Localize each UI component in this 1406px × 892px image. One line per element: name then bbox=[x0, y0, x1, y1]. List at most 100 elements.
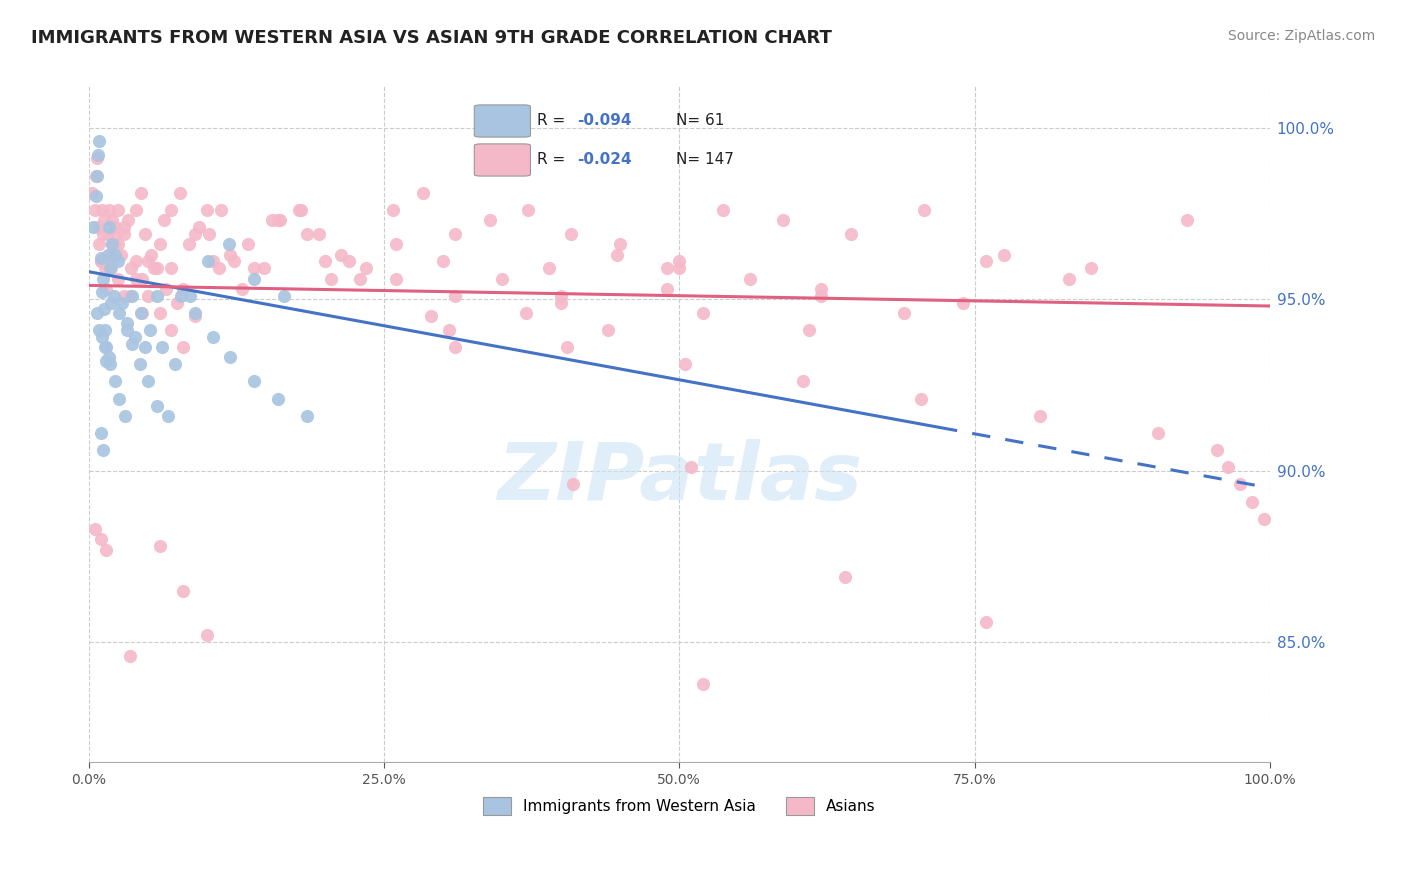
Point bbox=[129, 306, 152, 320]
Point bbox=[444, 289, 467, 303]
Point bbox=[491, 271, 513, 285]
Point bbox=[195, 628, 218, 642]
Point bbox=[101, 254, 124, 268]
Point bbox=[1080, 261, 1102, 276]
Point bbox=[555, 340, 578, 354]
Point bbox=[1229, 477, 1251, 491]
Point bbox=[550, 295, 572, 310]
Point bbox=[385, 237, 408, 252]
Point bbox=[1057, 271, 1080, 285]
Point bbox=[172, 583, 194, 598]
Text: Source: ZipAtlas.com: Source: ZipAtlas.com bbox=[1227, 29, 1375, 43]
Point bbox=[96, 254, 118, 268]
Point bbox=[134, 340, 156, 354]
Point bbox=[90, 202, 112, 217]
Point bbox=[146, 289, 169, 303]
Point bbox=[290, 202, 312, 217]
Point bbox=[337, 254, 360, 268]
Point bbox=[187, 220, 209, 235]
Point bbox=[222, 254, 245, 268]
Point bbox=[267, 392, 290, 406]
Point bbox=[834, 570, 856, 584]
Point bbox=[98, 357, 121, 371]
Point bbox=[98, 247, 121, 261]
Point bbox=[86, 169, 108, 183]
Point bbox=[179, 237, 201, 252]
Point bbox=[657, 261, 679, 276]
Point bbox=[91, 271, 114, 285]
Point bbox=[243, 261, 266, 276]
Point bbox=[692, 676, 714, 690]
Point bbox=[1218, 460, 1240, 475]
Point bbox=[136, 254, 159, 268]
Point bbox=[150, 340, 173, 354]
Text: -0.094: -0.094 bbox=[576, 113, 631, 128]
Point bbox=[117, 213, 139, 227]
Point bbox=[149, 237, 172, 252]
Point bbox=[952, 295, 974, 310]
Point bbox=[273, 289, 295, 303]
Point bbox=[673, 357, 696, 371]
Point bbox=[124, 330, 146, 344]
Point bbox=[96, 282, 118, 296]
Point bbox=[681, 460, 703, 475]
Point bbox=[90, 254, 112, 268]
Point bbox=[97, 247, 120, 261]
Point bbox=[479, 213, 502, 227]
Point bbox=[349, 271, 371, 285]
Point bbox=[269, 213, 291, 227]
Point bbox=[115, 323, 138, 337]
Point bbox=[560, 227, 582, 241]
Point bbox=[243, 375, 266, 389]
Point bbox=[1241, 494, 1264, 508]
Point bbox=[356, 261, 378, 276]
Point bbox=[562, 477, 585, 491]
Point bbox=[120, 648, 142, 663]
Point bbox=[267, 213, 290, 227]
Point bbox=[100, 261, 122, 276]
Point bbox=[910, 392, 932, 406]
Point bbox=[112, 220, 135, 235]
Point bbox=[209, 202, 232, 217]
Point bbox=[432, 254, 454, 268]
Point bbox=[155, 282, 177, 296]
Point bbox=[668, 254, 690, 268]
Text: N= 147: N= 147 bbox=[676, 152, 734, 167]
Point bbox=[160, 202, 183, 217]
Point bbox=[195, 202, 218, 217]
Point bbox=[97, 351, 120, 365]
Point bbox=[141, 247, 163, 261]
Point bbox=[515, 306, 537, 320]
FancyBboxPatch shape bbox=[474, 105, 530, 137]
Point bbox=[86, 306, 108, 320]
Point bbox=[90, 254, 112, 268]
Point bbox=[98, 261, 121, 276]
Point bbox=[208, 261, 231, 276]
Point bbox=[993, 247, 1015, 261]
Point bbox=[83, 522, 105, 536]
Point bbox=[93, 302, 115, 317]
Point bbox=[218, 237, 240, 252]
Point bbox=[90, 251, 112, 265]
Legend: Immigrants from Western Asia, Asians: Immigrants from Western Asia, Asians bbox=[475, 789, 883, 822]
Point bbox=[169, 186, 191, 200]
Point bbox=[142, 261, 165, 276]
Point bbox=[96, 542, 118, 557]
Point bbox=[184, 310, 207, 324]
Point bbox=[609, 237, 631, 252]
Point bbox=[1175, 213, 1198, 227]
Point bbox=[657, 282, 679, 296]
Point bbox=[1028, 409, 1050, 423]
Point bbox=[172, 282, 194, 296]
Point bbox=[153, 213, 176, 227]
Point bbox=[146, 261, 169, 276]
Point bbox=[839, 227, 862, 241]
Point bbox=[103, 289, 125, 303]
Point bbox=[160, 261, 183, 276]
Point bbox=[976, 254, 998, 268]
Point bbox=[82, 186, 104, 200]
Point bbox=[1253, 512, 1275, 526]
Point bbox=[94, 261, 117, 276]
Point bbox=[538, 261, 561, 276]
Text: IMMIGRANTS FROM WESTERN ASIA VS ASIAN 9TH GRADE CORRELATION CHART: IMMIGRANTS FROM WESTERN ASIA VS ASIAN 9T… bbox=[31, 29, 832, 46]
